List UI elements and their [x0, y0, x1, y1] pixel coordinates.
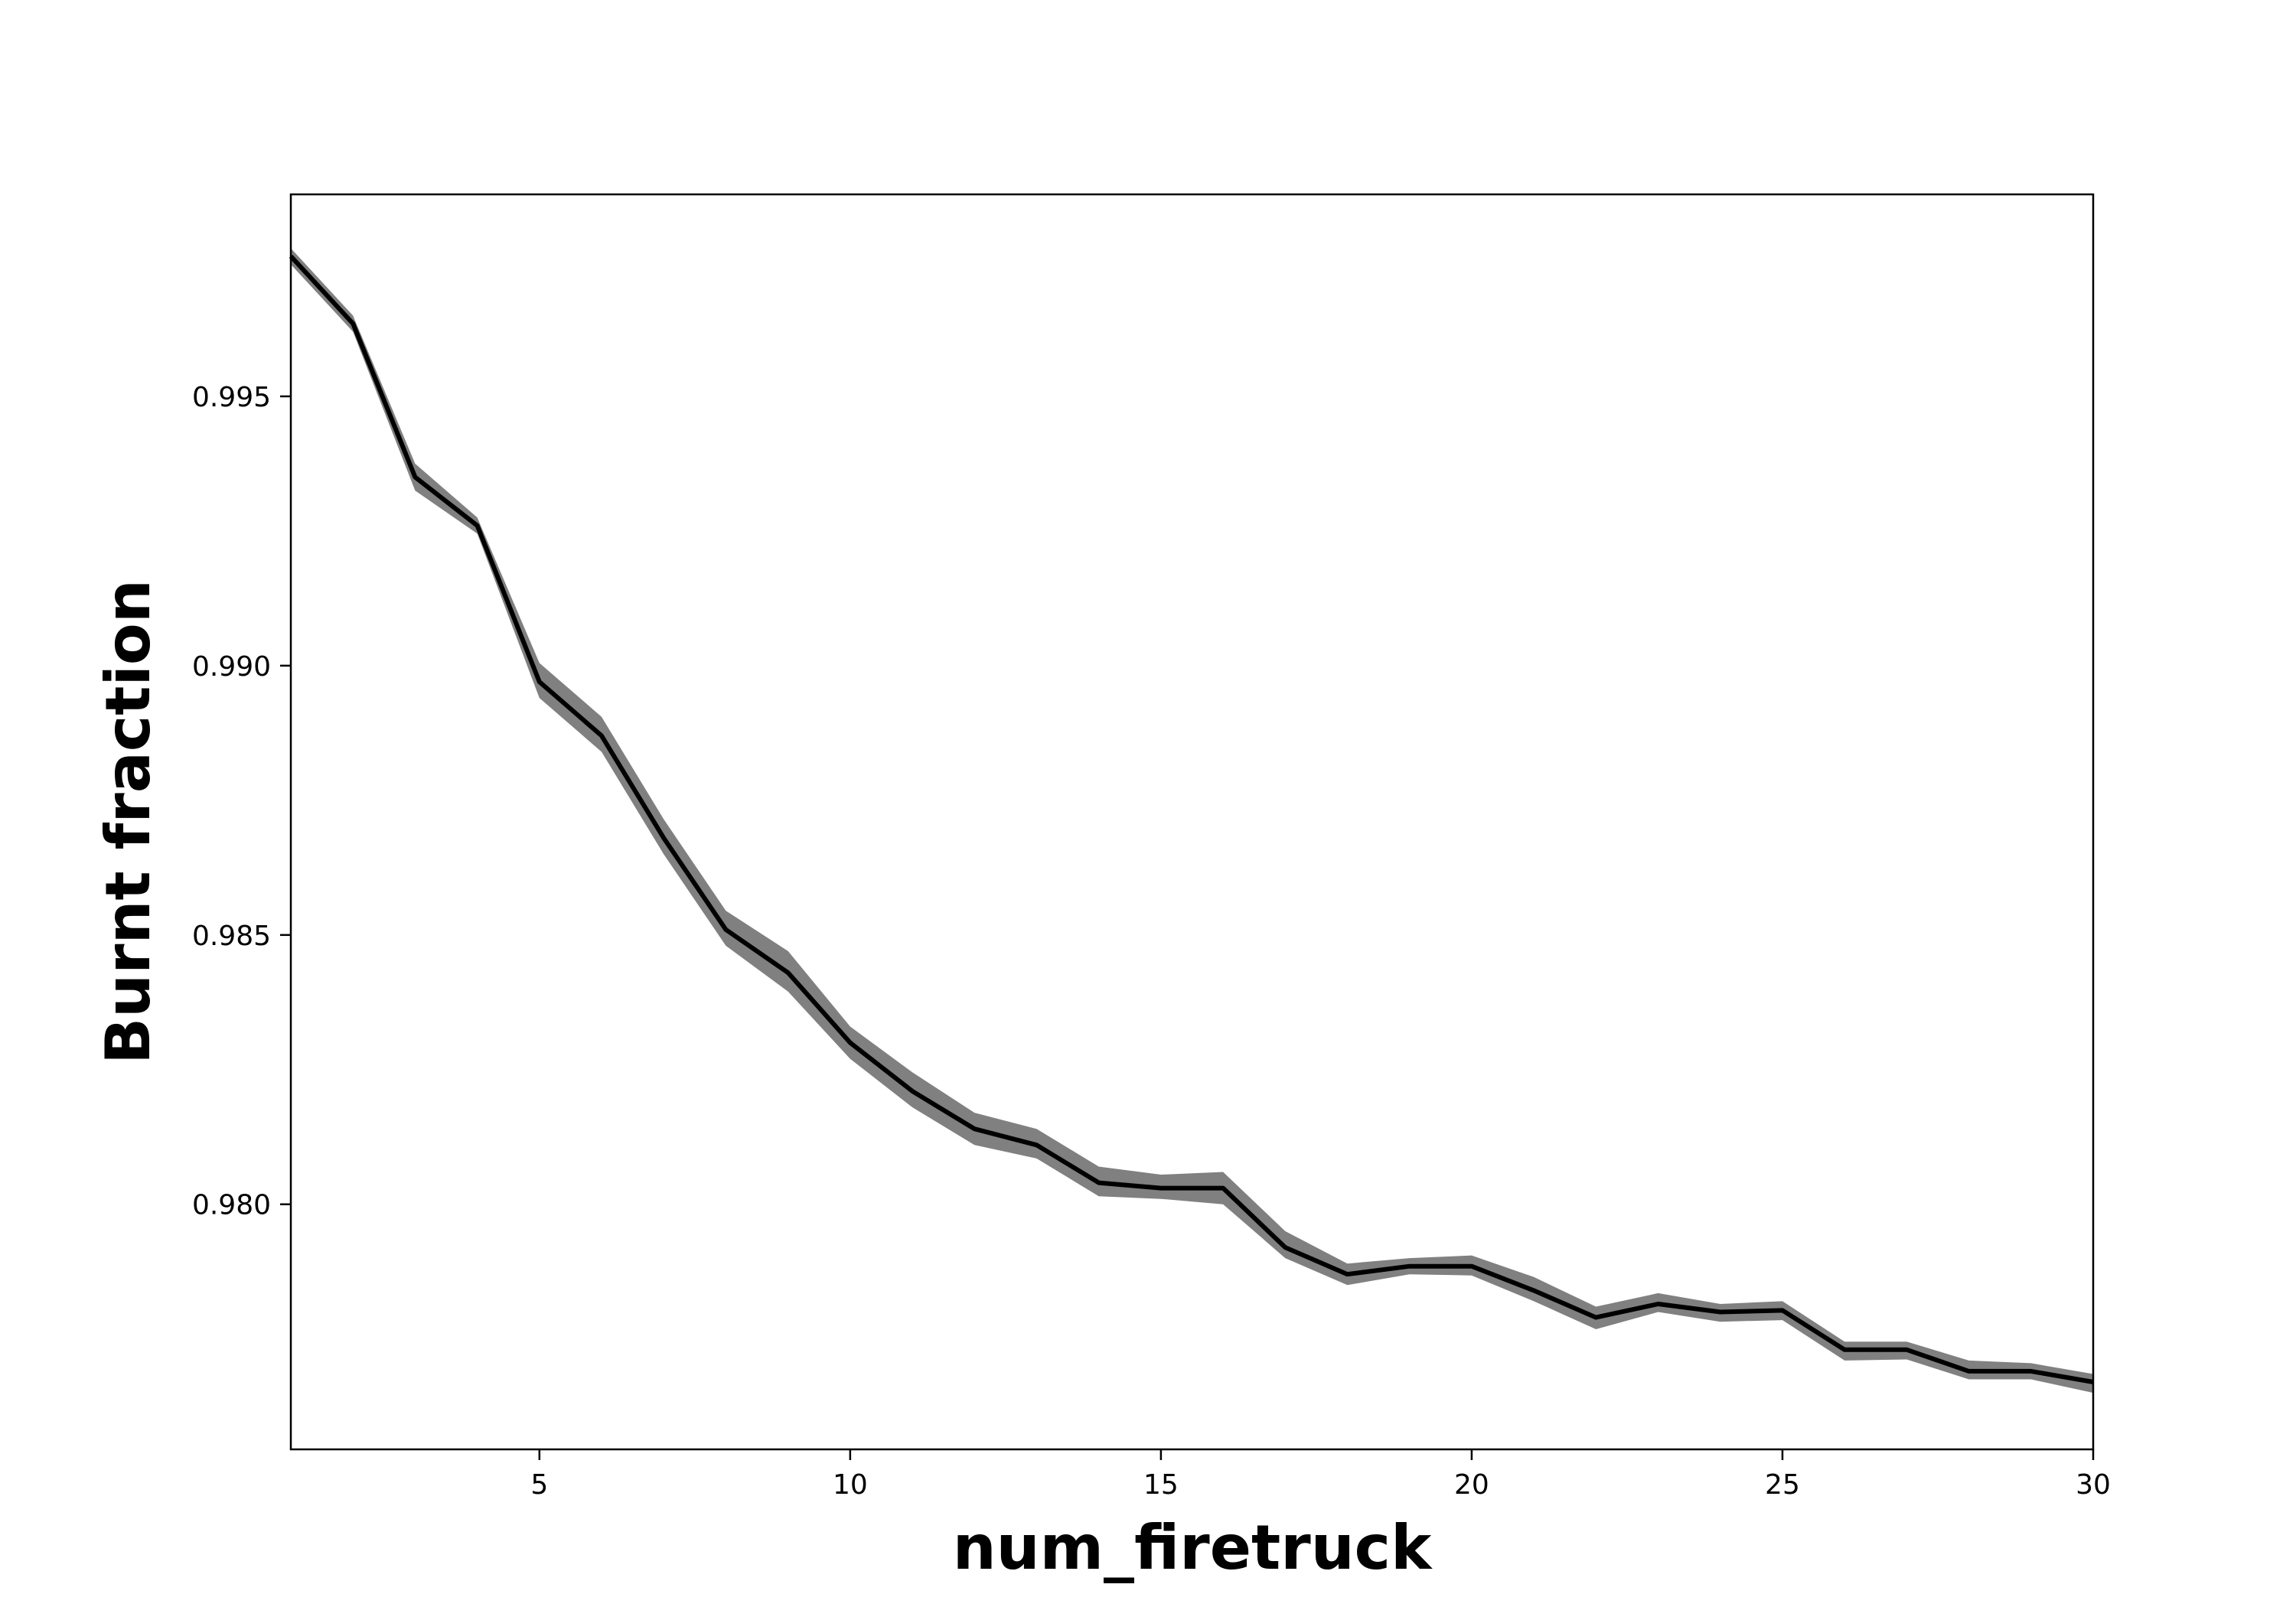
plot-area	[289, 248, 2094, 1393]
y-tick-label: 0.990	[192, 651, 271, 683]
x-tick-label: 5	[530, 1469, 548, 1501]
y-tick-label: 0.980	[192, 1190, 271, 1221]
y-axis-ticks: 0.980 0.985 0.990 0.995	[192, 382, 291, 1221]
x-tick-label: 25	[1765, 1469, 1800, 1501]
axes-frame	[289, 193, 2095, 1451]
series-line	[289, 254, 2094, 1384]
x-tick-label: 10	[833, 1469, 868, 1501]
x-tick-label: 30	[2076, 1469, 2111, 1501]
y-axis-title: Burnt fraction	[93, 579, 164, 1064]
y-tick-label: 0.985	[192, 921, 271, 952]
y-tick-label: 0.995	[192, 382, 271, 413]
x-tick-label: 20	[1454, 1469, 1489, 1501]
x-tick-label: 15	[1143, 1469, 1179, 1501]
x-axis-title: num_firetruck	[953, 1512, 1433, 1583]
x-axis-ticks: 5 10 15 20 25 30	[530, 1449, 2111, 1501]
